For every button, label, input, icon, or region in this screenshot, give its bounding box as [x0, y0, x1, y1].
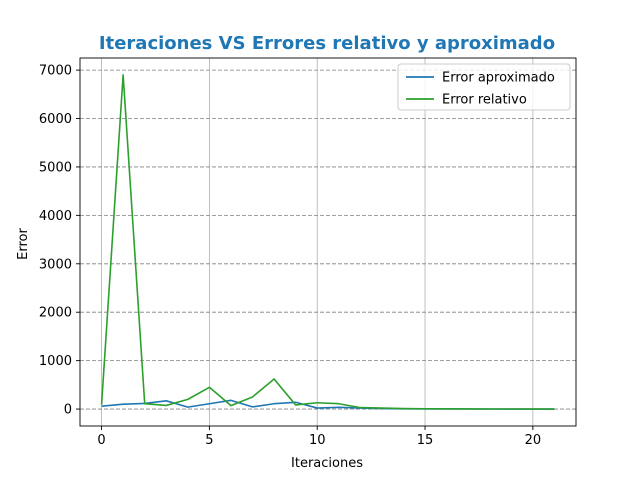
legend-box [397, 63, 571, 111]
x-tick-label: 10 [309, 433, 326, 448]
y-tick-label: 6000 [39, 112, 72, 127]
chart-title: Iteraciones VS Errores relativo y aproxi… [99, 33, 555, 54]
x-axis-label: Iteraciones [291, 456, 363, 471]
x-tick-label: 0 [97, 433, 105, 448]
y-tick-label: 0 [64, 403, 72, 418]
y-tick-label: 5000 [39, 160, 72, 175]
y-tick-label: 2000 [39, 306, 72, 321]
x-tick-label: 20 [525, 433, 542, 448]
x-tick-label: 5 [205, 433, 213, 448]
y-tick-label: 3000 [39, 257, 72, 272]
y-tick-label: 7000 [39, 64, 72, 79]
axes-frame [79, 57, 577, 427]
legend-label: Error aproximado [442, 71, 555, 86]
plot-area: 0 5 10 15 20 0 1000 2000 3000 4000 5000 6000 7000 Err… [39, 57, 577, 448]
y-tick-label: 4000 [39, 209, 72, 224]
legend-label: Error relativo [442, 93, 527, 108]
x-tick-label: 15 [417, 433, 434, 448]
y-tick-label: 1000 [39, 354, 72, 369]
series-line-error-relativo [100, 74, 555, 410]
y-axis-label: Error [16, 228, 31, 260]
